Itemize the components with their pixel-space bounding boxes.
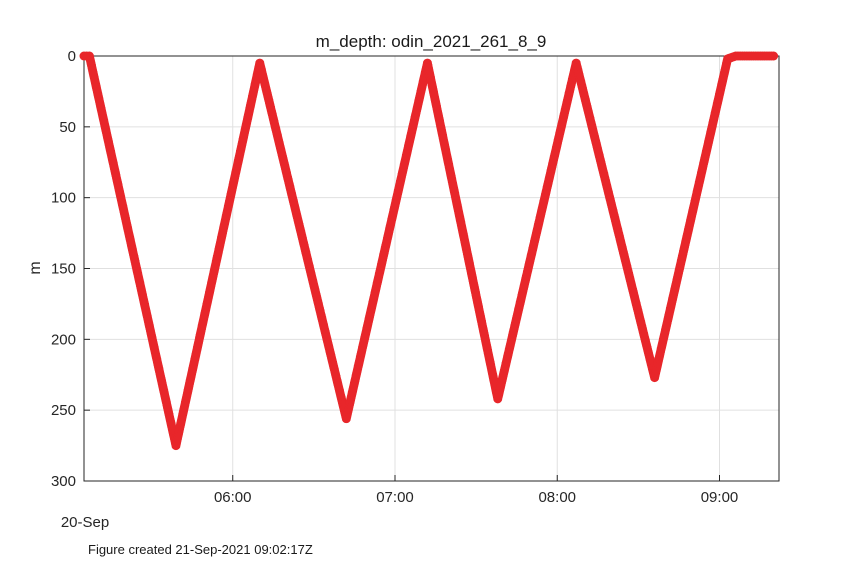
y-tick-label: 50 <box>59 119 76 136</box>
x-tick-label: 07:00 <box>376 489 414 506</box>
grid-lines <box>84 55 779 482</box>
y-tick-label: 100 <box>51 190 76 207</box>
x-tick-label: 09:00 <box>701 489 739 506</box>
figure-footer: Figure created 21-Sep-2021 09:02:17Z <box>88 542 313 557</box>
y-tick-label: 0 <box>68 48 76 65</box>
y-tick-label: 150 <box>51 261 76 278</box>
depth-point <box>769 51 779 61</box>
x-axis: 06:00 07:00 08:00 09:00 <box>214 475 738 506</box>
chart-title: m_depth: odin_2021_261_8_9 <box>316 32 547 51</box>
y-tick-label: 250 <box>51 402 76 419</box>
y-tick-label: 300 <box>51 473 76 490</box>
y-tick-label: 200 <box>51 331 76 348</box>
x-date-label: 20-Sep <box>61 514 109 531</box>
depth-series <box>79 51 779 451</box>
y-axis-label: m <box>27 261 44 274</box>
x-tick-label: 06:00 <box>214 489 252 506</box>
x-tick-label: 08:00 <box>538 489 576 506</box>
